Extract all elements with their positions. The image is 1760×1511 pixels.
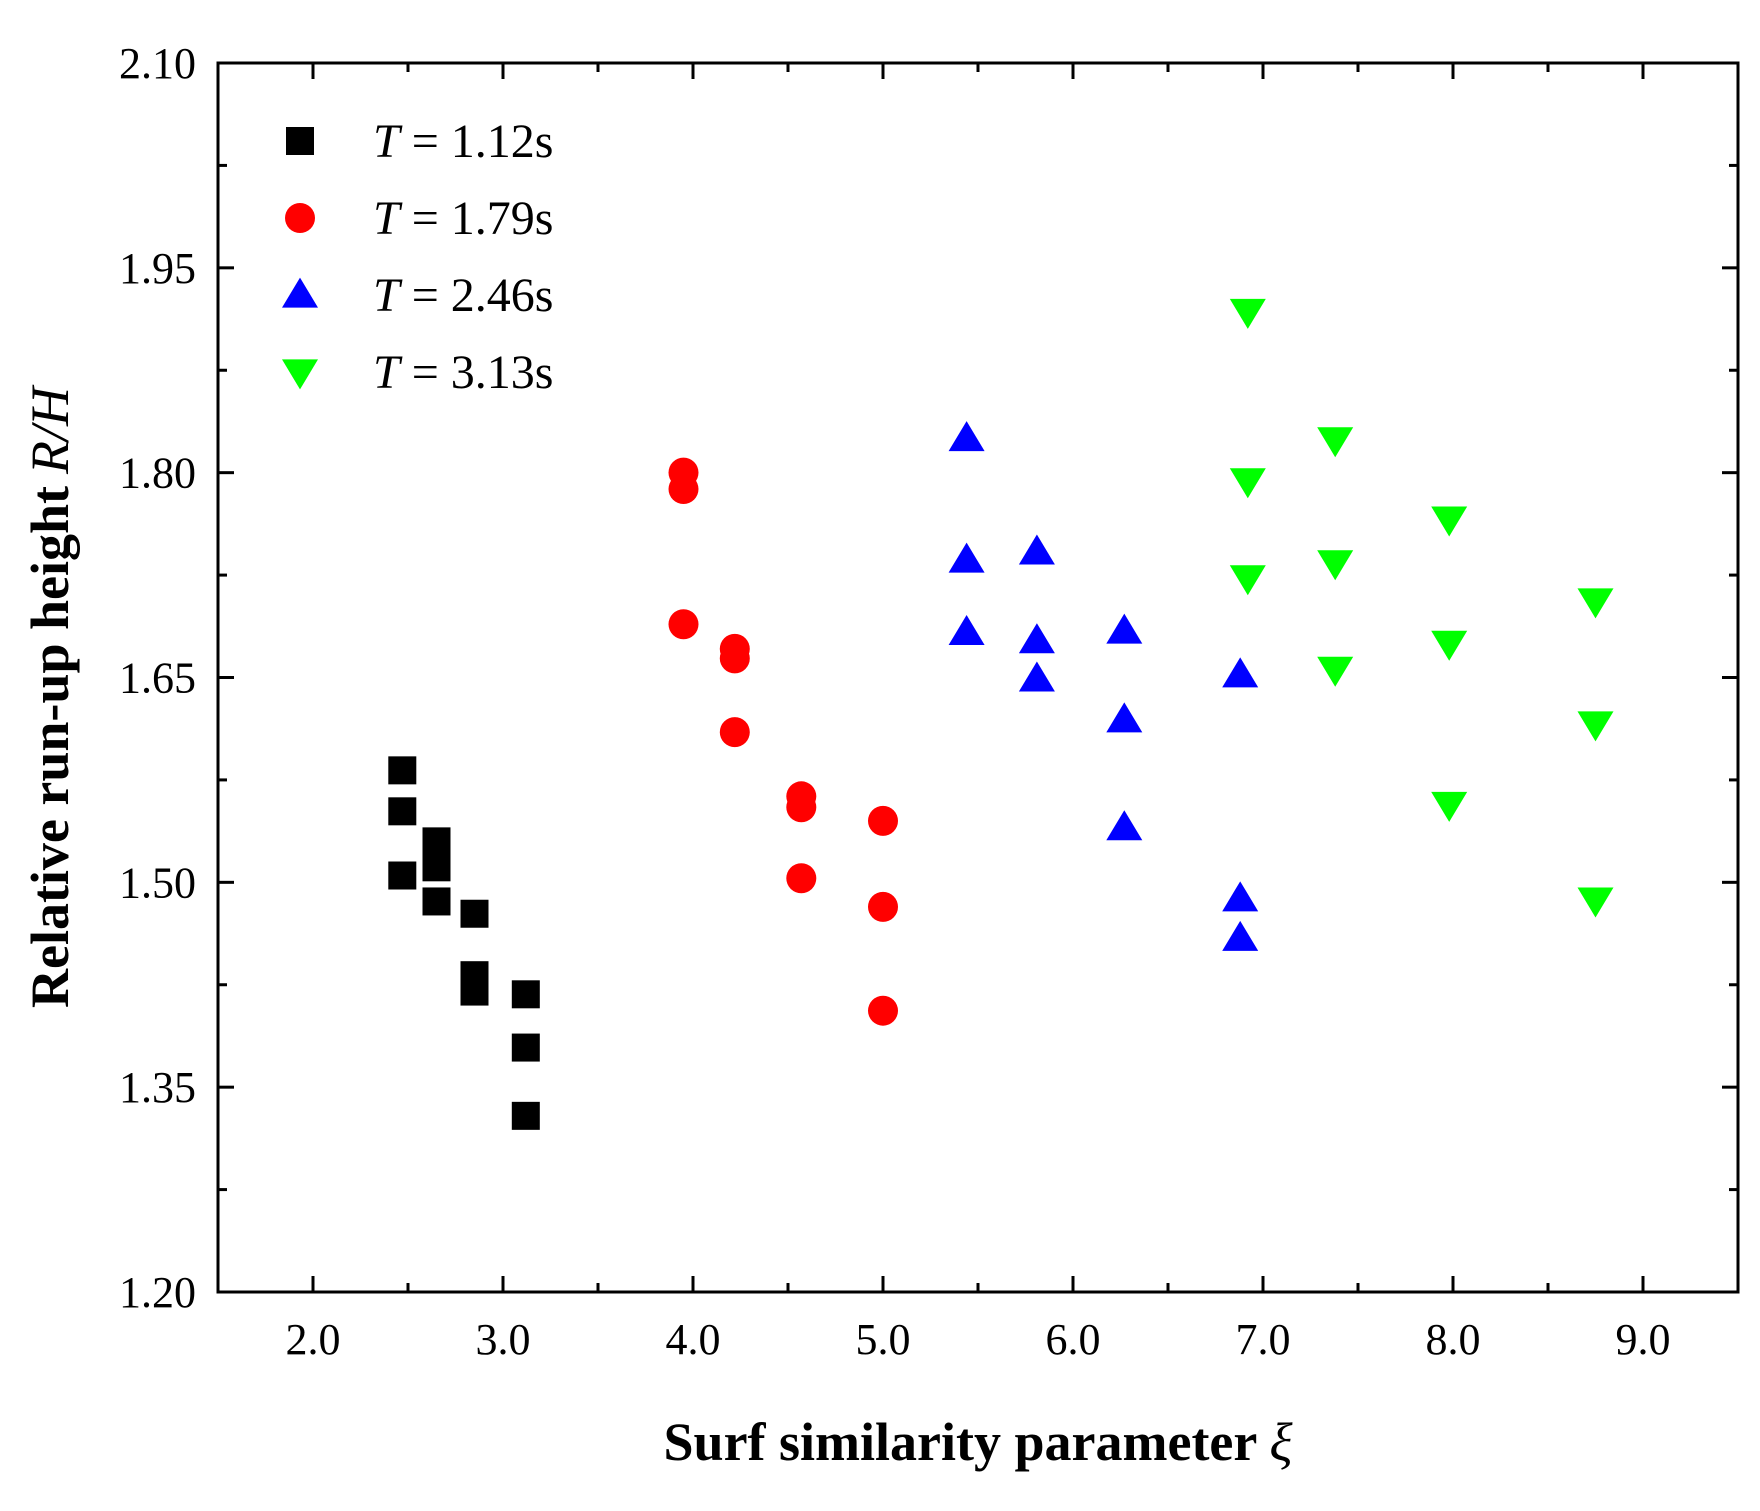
data-point — [1018, 661, 1055, 692]
legend-value: = 2.46s — [400, 269, 554, 322]
series-3 — [948, 421, 1259, 951]
data-point — [1106, 810, 1143, 841]
legend-label: T = 2.46s — [373, 269, 553, 322]
y-tick-label: 1.80 — [119, 449, 196, 498]
data-point — [1222, 657, 1259, 688]
data-point — [948, 542, 985, 573]
x-tick-label: 6.0 — [1046, 1315, 1101, 1364]
tick-labels: 2.0 3.0 4.0 5.0 6.0 7.0 8.0 9.0 1.20 1.35 1.50 1.65… — [119, 39, 1671, 1364]
y-tick-label: 1.35 — [119, 1063, 196, 1112]
legend-item: T = 2.46s — [282, 269, 553, 322]
data-point — [1431, 506, 1468, 537]
legend-marker — [286, 127, 314, 155]
legend-label: T = 3.13s — [373, 346, 553, 399]
x-tick-label: 8.0 — [1426, 1315, 1481, 1364]
y-tick-label: 1.65 — [119, 654, 196, 703]
data-point — [868, 805, 898, 836]
legend-var: T — [373, 346, 403, 399]
data-point — [1577, 711, 1614, 742]
data-point — [786, 863, 817, 894]
legend-value: = 1.79s — [400, 192, 554, 245]
data-point — [1317, 550, 1354, 581]
data-point — [422, 887, 451, 916]
data-point — [1229, 468, 1266, 499]
data-point — [422, 853, 451, 882]
data-point — [719, 717, 750, 748]
data-point — [948, 615, 985, 646]
data-point — [388, 756, 417, 785]
y-axis-symbol: R/H — [20, 384, 80, 475]
data-point — [1431, 630, 1468, 661]
data-point — [388, 861, 417, 890]
legend-item: T = 3.13s — [282, 346, 553, 399]
data-points — [388, 298, 1614, 1130]
data-point — [948, 421, 985, 452]
data-point — [511, 980, 540, 1009]
axis-ticks — [216, 61, 1740, 1294]
x-tick-label: 4.0 — [666, 1315, 721, 1364]
data-point — [1229, 565, 1266, 596]
series-4 — [1229, 298, 1614, 918]
data-point — [868, 891, 898, 922]
legend-marker — [282, 277, 318, 308]
data-point — [1222, 920, 1259, 951]
legend-value: = 3.13s — [400, 346, 554, 399]
data-point — [1018, 534, 1055, 565]
y-tick-label: 1.95 — [119, 244, 196, 293]
y-axis-title-text: Relative run-up height — [20, 486, 80, 1008]
data-point — [786, 792, 817, 823]
data-point — [511, 1033, 540, 1062]
legend-label: T = 1.79s — [373, 192, 553, 245]
data-point — [1577, 588, 1614, 619]
data-point — [460, 899, 489, 928]
legend-var: T — [373, 115, 403, 168]
legend-var: T — [373, 192, 403, 245]
x-tick-label: 9.0 — [1616, 1315, 1671, 1364]
data-point — [1431, 791, 1468, 822]
data-point — [719, 643, 750, 674]
data-point — [1018, 623, 1055, 654]
y-tick-label: 2.10 — [119, 39, 196, 88]
y-tick-label: 1.20 — [119, 1268, 196, 1317]
legend-marker — [285, 203, 315, 233]
series-2 — [668, 457, 898, 1026]
data-point — [1106, 613, 1143, 644]
legend-item: T = 1.79s — [285, 192, 553, 245]
legend-label: T = 1.12s — [373, 115, 553, 168]
plot-frame — [216, 61, 1740, 1294]
data-point — [1229, 298, 1266, 329]
data-point — [668, 474, 699, 505]
legend-value: = 1.12s — [400, 115, 554, 168]
legend-var: T — [373, 269, 403, 322]
data-point — [668, 609, 699, 640]
data-point — [460, 977, 489, 1006]
data-point — [1577, 887, 1614, 918]
data-point — [1317, 427, 1354, 458]
x-tick-label: 2.0 — [286, 1315, 341, 1364]
data-point — [388, 797, 417, 826]
x-tick-label: 7.0 — [1236, 1315, 1291, 1364]
x-axis-title-text: Surf similarity parameter — [664, 1412, 1258, 1472]
x-axis-title: Surf similarity parameter ξ — [664, 1412, 1294, 1472]
data-point — [1317, 656, 1354, 687]
y-tick-label: 1.50 — [119, 858, 196, 907]
data-point — [511, 1101, 540, 1130]
data-point — [868, 995, 898, 1026]
legend-item: T = 1.12s — [286, 115, 553, 168]
legend-marker — [282, 359, 318, 390]
y-axis-title: Relative run-up height R/H — [20, 384, 80, 1008]
x-axis-symbol: ξ — [1269, 1412, 1293, 1472]
x-tick-label: 5.0 — [856, 1315, 911, 1364]
data-point — [1222, 881, 1259, 912]
series-1 — [388, 756, 540, 1130]
data-point — [1106, 702, 1143, 733]
x-tick-label: 3.0 — [476, 1315, 531, 1364]
